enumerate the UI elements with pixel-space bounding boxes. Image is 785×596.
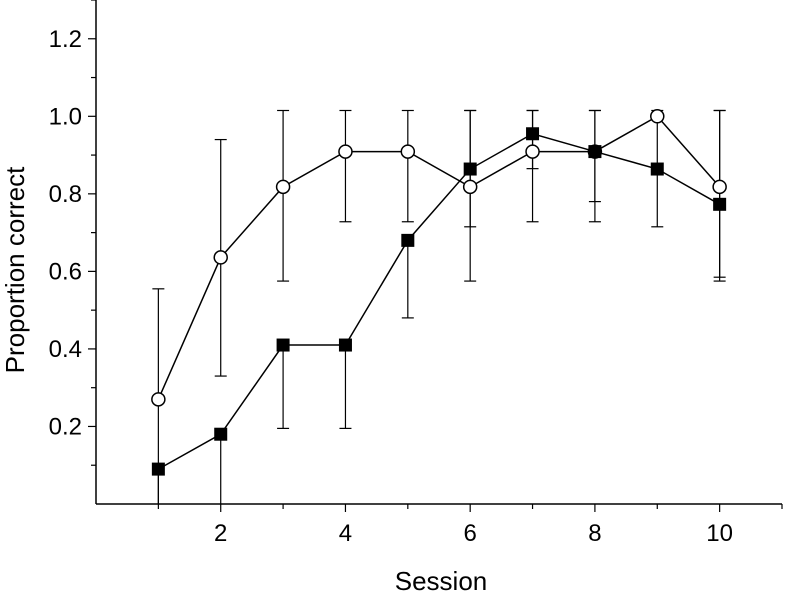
series-line-2 [157,132,721,470]
data-point-filled-square [401,233,415,247]
y-tick-label: 0.4 [49,336,82,363]
data-point-filled-square [713,197,727,211]
data-markers [151,109,727,476]
error-bars [152,109,726,504]
data-point-filled-square [463,162,477,176]
data-point-filled-square [338,338,352,352]
y-tick-label: 0.6 [49,258,82,285]
data-point-filled-square [526,127,540,141]
data-point-open-circle [462,179,478,195]
data-point-filled-square [588,145,602,159]
x-tick-label: 8 [588,520,601,547]
data-point-open-circle [712,179,727,195]
x-tick-label: 10 [706,520,733,547]
data-point-open-circle [650,109,665,124]
x-tick-label: 2 [214,520,227,547]
data-point-open-circle [151,392,166,407]
x-tick-label: 4 [339,520,352,547]
data-point-open-circle [275,179,291,195]
x-axis-title: Session [395,566,488,596]
y-tick-label: 0.2 [49,413,82,440]
y-tick-label: 1.2 [49,26,82,53]
series-lines [157,115,721,470]
tick-labels: 2 4 6 8 10 0.2 0.4 0.6 0.8 1.0 1.2 [49,26,733,547]
data-point-filled-square [214,427,228,441]
series-line-1 [157,115,721,400]
y-tick-label: 1.0 [49,103,82,130]
data-point-open-circle [400,144,416,159]
data-point-open-circle [213,250,228,265]
data-point-filled-square [276,338,290,352]
y-axis-title: Proportion correct [0,166,30,373]
data-point-open-circle [338,144,353,159]
y-tick-label: 0.8 [49,181,82,208]
data-point-filled-square [151,462,165,476]
data-point-open-circle [525,144,540,159]
axes [88,0,783,512]
x-tick-label: 6 [464,520,477,547]
data-point-filled-square [650,162,664,176]
